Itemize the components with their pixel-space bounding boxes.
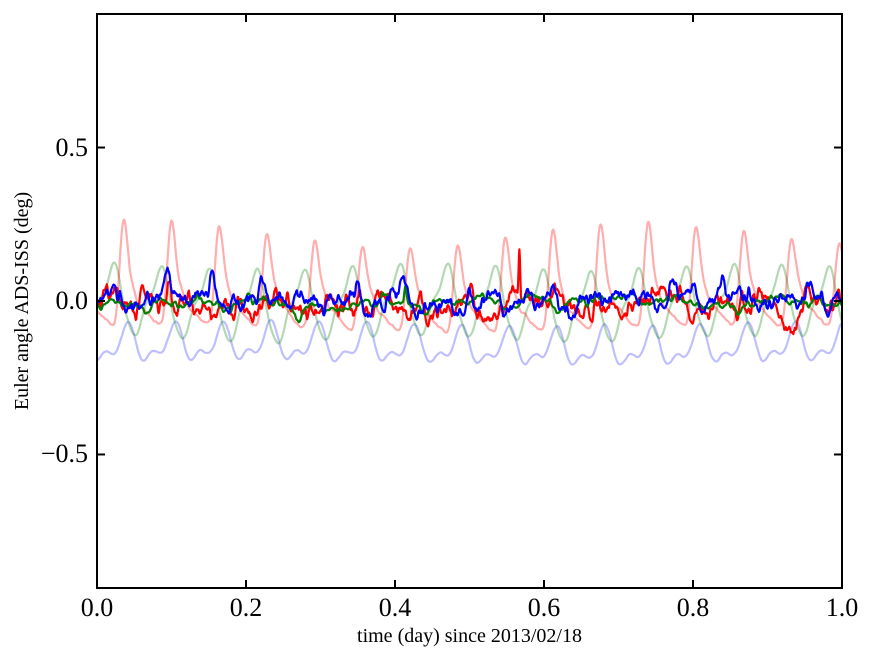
series-pale-blue-orbital (97, 318, 842, 366)
y-tick-label: 0.5 (55, 132, 89, 162)
y-tick-label: −0.5 (40, 439, 88, 469)
y-tick-label: 0.0 (55, 286, 89, 315)
x-tick-label: 0.2 (229, 593, 263, 622)
x-tick-label: 0.8 (676, 593, 710, 622)
x-tick-label: 0.6 (527, 593, 561, 622)
x-axis-label: time (day) since 2013/02/18 (357, 625, 582, 647)
x-tick-label: 1.0 (825, 593, 859, 622)
x-tick-label: 0.4 (378, 593, 412, 622)
series-pale-green-orbital (97, 261, 842, 345)
series-green-euler (97, 285, 842, 324)
series-blue-euler (97, 266, 842, 321)
y-axis-label: Euler angle ADS-ISS (deg) (11, 191, 33, 411)
x-tick-label: 0.0 (80, 593, 114, 622)
